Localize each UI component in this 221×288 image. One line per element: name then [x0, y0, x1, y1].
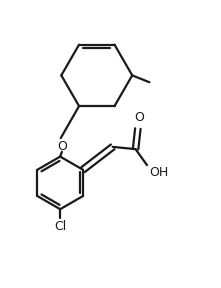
Text: O: O — [134, 111, 144, 124]
Text: O: O — [57, 140, 67, 153]
Text: OH: OH — [149, 166, 168, 179]
Text: Cl: Cl — [54, 220, 66, 233]
